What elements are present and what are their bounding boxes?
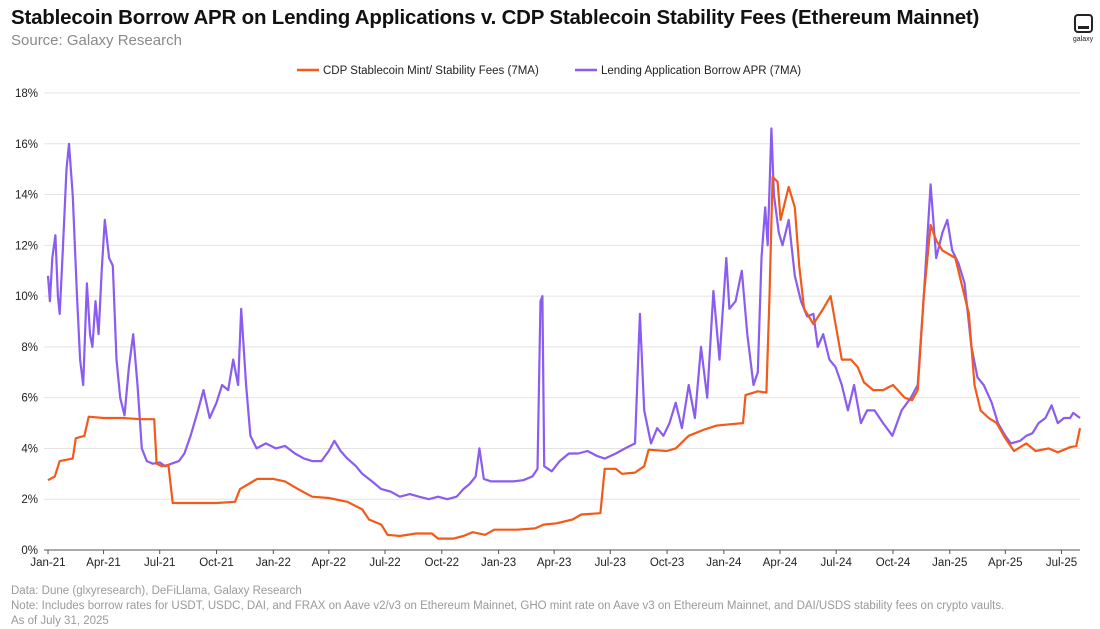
x-tick-label: Oct-24: [876, 557, 911, 569]
y-tick-label: 2%: [21, 494, 38, 506]
chart-series: [46, 127, 1082, 540]
x-tick-label: Apr-25: [988, 557, 1023, 569]
x-tick-label: Jan-22: [256, 557, 291, 569]
series-line-0: [47, 175, 1082, 540]
y-tick-label: 10%: [15, 291, 38, 303]
footer-as-of-date: As of July 31, 2025: [11, 615, 109, 627]
y-tick-label: 8%: [21, 342, 38, 354]
y-tick-label: 4%: [21, 443, 38, 455]
page-title: Stablecoin Borrow APR on Lending Applica…: [11, 6, 980, 29]
x-tick-label: Jul-24: [821, 557, 853, 569]
x-tick-label: Jan-25: [932, 557, 967, 569]
chart-grid: [44, 92, 1080, 500]
x-tick-label: Jan-23: [481, 557, 516, 569]
y-tick-label: 14%: [15, 190, 38, 202]
x-tick-label: Oct-23: [650, 557, 685, 569]
x-tick-label: Jan-21: [30, 557, 65, 569]
series-line-1: [46, 127, 1081, 501]
galaxy-logo-icon: [1074, 14, 1093, 33]
page-subtitle: Source: Galaxy Research: [11, 32, 182, 49]
x-tick-label: Jan-24: [706, 557, 742, 569]
chart-legend: CDP Stablecoin Mint/ Stability Fees (7MA…: [297, 65, 801, 77]
x-tick-label: Apr-24: [763, 557, 798, 569]
footer-data-source: Data: Dune (glxyresearch), DeFiLlama, Ga…: [11, 585, 302, 597]
galaxy-logo-text: galaxy: [1072, 36, 1094, 43]
x-tick-label: Jul-21: [144, 557, 175, 569]
galaxy-logo: galaxy: [1069, 14, 1097, 50]
y-axis-labels: 0% 2% 4% 6% 8% 10% 12% 14% 16% 18%: [15, 88, 38, 557]
legend-label-0: CDP Stablecoin Mint/ Stability Fees (7MA…: [323, 65, 539, 77]
line-chart: 0% 2% 4% 6% 8% 10% 12% 14% 16% 18% Jan-21 Apr-21 Ju…: [15, 65, 1082, 569]
footer-note: Note: Includes borrow rates for USDT, US…: [11, 600, 1005, 612]
x-axis: [44, 549, 1080, 554]
y-tick-label: 16%: [15, 139, 38, 151]
legend-label-1: Lending Application Borrow APR (7MA): [601, 65, 801, 77]
x-tick-label: Jul-23: [595, 557, 626, 569]
x-tick-label: Oct-22: [425, 557, 460, 569]
x-tick-label: Jul-22: [369, 557, 400, 569]
y-tick-label: 6%: [21, 393, 38, 405]
x-axis-labels: Jan-21 Apr-21 Jul-21 Oct-21 Jan-22 Apr-22 Jul-…: [30, 557, 1077, 569]
y-tick-label: 18%: [15, 88, 38, 100]
y-tick-label: 12%: [15, 240, 38, 252]
x-tick-label: Apr-21: [86, 557, 121, 569]
y-tick-label: 0%: [21, 545, 38, 557]
x-tick-label: Oct-21: [199, 557, 234, 569]
x-tick-label: Jul-25: [1046, 557, 1077, 569]
x-tick-label: Apr-22: [312, 557, 347, 569]
x-tick-label: Apr-23: [537, 557, 572, 569]
